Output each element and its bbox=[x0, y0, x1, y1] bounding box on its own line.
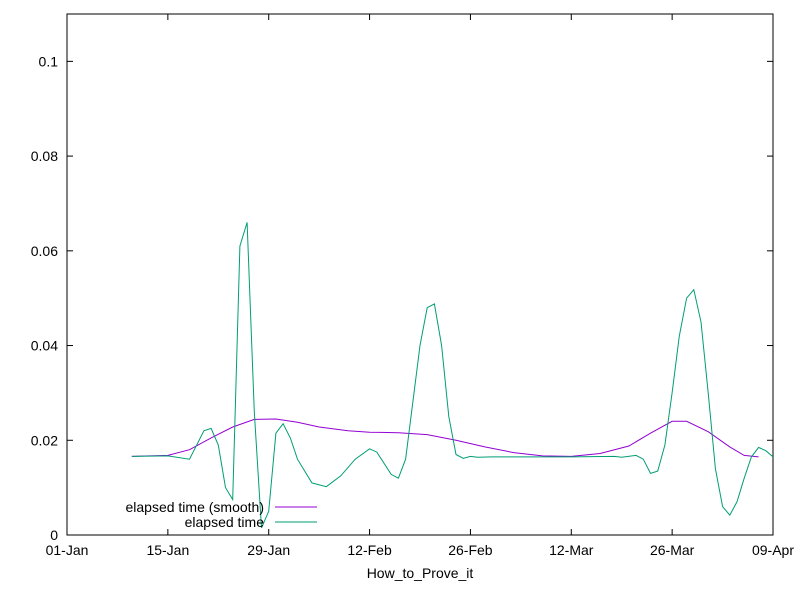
y-tick-label: 0.04 bbox=[31, 338, 58, 354]
x-axis-label: How_to_Prove_it bbox=[367, 565, 474, 581]
series-line-raw bbox=[131, 222, 774, 529]
series-line-smooth bbox=[131, 418, 759, 458]
y-tick-label: 0 bbox=[50, 527, 58, 543]
x-tick-label: 12-Mar bbox=[549, 542, 594, 558]
x-tick-label: 09-Apr bbox=[752, 542, 794, 558]
legend-label: elapsed time (smooth) bbox=[125, 499, 264, 515]
x-tick-label: 15-Jan bbox=[146, 542, 189, 558]
legend-label: elapsed time bbox=[185, 514, 265, 530]
plot-frame bbox=[66, 13, 774, 536]
y-tick-label: 0.08 bbox=[31, 148, 58, 164]
series-layer bbox=[131, 222, 774, 529]
y-tick-label: 0.02 bbox=[31, 432, 58, 448]
x-tick-label: 26-Feb bbox=[448, 542, 493, 558]
x-tick-label: 01-Jan bbox=[46, 542, 89, 558]
x-tick-label: 29-Jan bbox=[247, 542, 290, 558]
x-axis: 01-Jan 15-Jan 29-Jan 12-Feb 26-Feb 12-Mar 26-M… bbox=[46, 14, 794, 558]
y-axis: 0 0.02 0.04 0.06 0.08 0.1 bbox=[31, 53, 773, 543]
y-tick-label: 0.1 bbox=[39, 53, 59, 69]
y-tick-label: 0.06 bbox=[31, 243, 58, 259]
x-tick-label: 12-Feb bbox=[347, 542, 392, 558]
legend: elapsed time (smooth)elapsed time bbox=[125, 499, 317, 530]
x-tick-label: 26-Mar bbox=[650, 542, 695, 558]
